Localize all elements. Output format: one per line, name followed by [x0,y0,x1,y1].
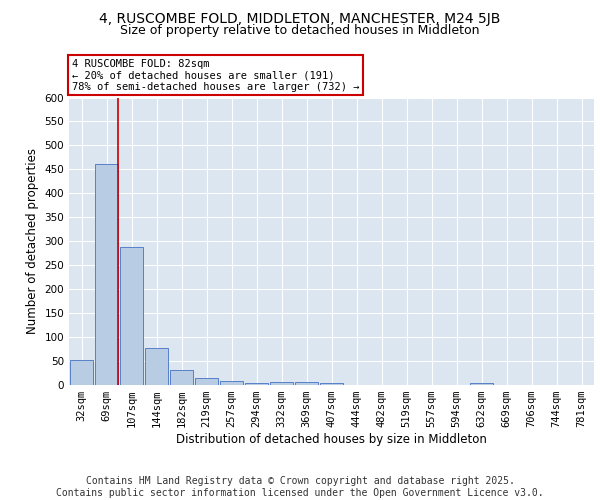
Bar [320,382,343,385]
X-axis label: Distribution of detached houses by size in Middleton: Distribution of detached houses by size … [176,433,487,446]
Bar [220,380,243,385]
Bar [470,382,493,385]
Bar [145,348,168,385]
Bar [195,378,218,385]
Bar [70,360,93,385]
Bar [170,370,193,385]
Bar [120,248,143,385]
Bar [245,382,268,385]
Bar [95,164,118,385]
Bar [270,382,293,385]
Text: 4 RUSCOMBE FOLD: 82sqm
← 20% of detached houses are smaller (191)
78% of semi-de: 4 RUSCOMBE FOLD: 82sqm ← 20% of detached… [71,58,359,92]
Text: Size of property relative to detached houses in Middleton: Size of property relative to detached ho… [120,24,480,37]
Text: Contains HM Land Registry data © Crown copyright and database right 2025.
Contai: Contains HM Land Registry data © Crown c… [56,476,544,498]
Y-axis label: Number of detached properties: Number of detached properties [26,148,39,334]
Bar [295,382,318,385]
Text: 4, RUSCOMBE FOLD, MIDDLETON, MANCHESTER, M24 5JB: 4, RUSCOMBE FOLD, MIDDLETON, MANCHESTER,… [100,12,500,26]
